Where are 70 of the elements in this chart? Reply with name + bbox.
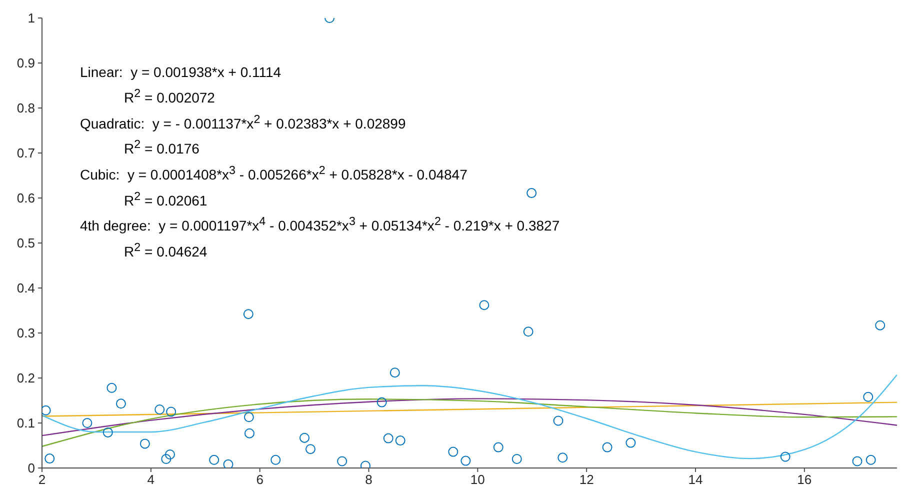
annotation: Quadratic: y = - 0.001137*x$^{2}$ + 0.02383*x + 0.02899 [80,112,407,134]
annotation: 4th degree: y = 0.0001197*x$^{4}$ - 0.004352*x$^{3}$ + 0.05134*x$^{2}$ - 0.219*x + 0.3827 [80,214,560,236]
point [866,454,876,465]
point [42,405,51,416]
y-tick-label: 1 [28,10,35,26]
line-series [42,374,897,460]
point [526,188,537,198]
point [479,300,490,310]
point [780,452,790,462]
point [244,412,254,422]
point [140,438,150,449]
point [558,452,568,463]
x-tick-label: 8 [365,472,372,488]
x-tick-label: 6 [256,472,264,488]
point [244,428,254,438]
point [376,397,387,408]
point [523,326,534,337]
y-tick-label: 0 [28,460,35,476]
x-tick-label: 4 [147,472,155,488]
annotation: R$^{2}$ = 0.002072 [123,86,216,108]
point [512,454,522,464]
point [337,456,348,466]
annotation: R$^{2}$ = 0.0176 [123,137,200,159]
point [305,444,316,454]
point [164,450,175,460]
annotation: R$^{2}$ = 0.04624 [123,240,208,262]
y-tick-label: 0.3 [16,326,35,341]
point [602,442,612,452]
point [209,454,220,465]
x-tick-label: 14 [688,472,703,488]
line-series [42,398,897,447]
y-tick-label: 0.9 [16,56,35,71]
y-tick-label: 0.1 [16,416,35,431]
point [102,427,113,438]
point [82,418,92,428]
point [116,398,126,409]
point [166,406,176,417]
x-tick-label: 10 [470,472,485,488]
point [299,432,310,443]
x-tick-label: 2 [38,472,46,488]
point [383,433,394,444]
y-tick-label: 0.2 [16,370,35,386]
point [875,320,886,330]
point [106,382,117,393]
point [626,438,636,448]
x-tick-label: 16 [797,472,812,488]
annotation: Cubic: y = 0.0001408*x$^{3}$ - 0.005266*x$^{2}$ + 0.05828*x - 0.04847 [80,162,468,185]
point [44,454,55,464]
y-tick-label: 0.8 [16,100,35,116]
point [852,456,862,466]
point [553,416,564,426]
point [223,459,234,468]
y-tick-label: 0.4 [16,280,35,296]
point [395,436,406,446]
point [460,456,471,466]
point [270,454,281,465]
point [161,454,172,464]
annotation: R$^{2}$ = 0.02061 [123,188,208,210]
x-tick-label: 12 [579,472,594,488]
line-series [42,398,897,436]
point [390,368,400,378]
point [154,404,165,414]
annotation: Linear: y = 0.001938*x + 0.1114 [80,63,282,82]
point [493,442,504,452]
y-tick-label: 0.6 [16,190,35,206]
point [243,309,254,320]
y-tick-label: 0.5 [16,236,35,251]
point [448,446,458,457]
y-tick-label: 0.7 [16,146,35,161]
point [863,392,874,402]
